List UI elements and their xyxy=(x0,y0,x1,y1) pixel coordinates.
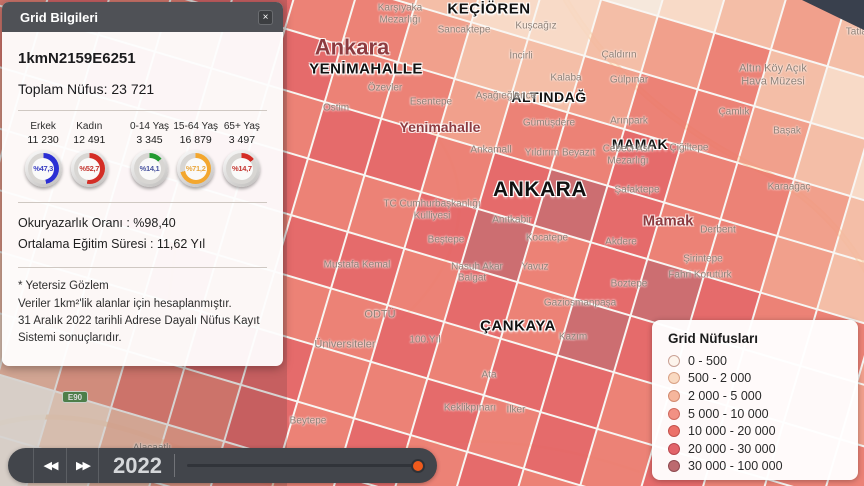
legend-items: 0 - 500 500 - 2 000 2 000 - 5 000 5 000 - 1… xyxy=(668,352,858,475)
gauge-dial: %47,3 xyxy=(24,150,62,187)
legend-item: 2 000 - 5 000 xyxy=(668,387,858,405)
education-duration: Ortalama Eğitim Süresi : 11,62 Yıl xyxy=(18,236,206,251)
legend-swatch xyxy=(668,354,680,367)
legend-item: 0 - 500 xyxy=(668,352,858,370)
panel-header: Grid Bilgileri × xyxy=(2,2,283,32)
rewind-button[interactable]: ◀◀ xyxy=(33,448,66,483)
gauge-percent: %14,7 xyxy=(230,157,253,180)
gauge-0-14-ya-: 0-14 Yaş 3 345 %14,1 xyxy=(126,121,172,187)
gauge-percent: %52,7 xyxy=(78,157,101,180)
gauge-dial: %14,1 xyxy=(131,150,168,187)
gauge-label: Kadın xyxy=(76,121,103,132)
gauge-dial: %14,7 xyxy=(223,150,261,187)
timeline-cap xyxy=(8,448,33,483)
divider xyxy=(18,267,267,269)
legend-label: 30 000 - 100 000 xyxy=(688,459,783,474)
gauge-kad-n: Kadın 12 491 %52,7 xyxy=(66,121,112,187)
legend-label: 5 000 - 10 000 xyxy=(688,406,769,421)
timeline-separator xyxy=(173,454,175,477)
legend-label: 10 000 - 20 000 xyxy=(688,424,776,439)
gauge-label: 65+ Yaş xyxy=(223,121,260,132)
fast-forward-button[interactable]: ▶▶ xyxy=(66,448,99,483)
gauge-value: 11 230 xyxy=(27,134,59,146)
grid-id: 1kmN2159E6251 xyxy=(18,50,136,67)
road-shield-e90: E90 xyxy=(62,391,88,403)
timeline-slider-handle[interactable] xyxy=(411,458,425,473)
legend-panel: Grid Nüfusları 0 - 500 500 - 2 000 2 000 -… xyxy=(652,320,858,480)
timeline-track-zone xyxy=(186,448,425,483)
legend-title: Grid Nüfusları xyxy=(668,331,759,346)
legend-swatch xyxy=(668,407,680,420)
legend-label: 500 - 2 000 xyxy=(688,371,752,386)
year-display: 2022 xyxy=(113,452,162,478)
legend-swatch xyxy=(668,460,680,473)
legend-item: 10 000 - 20 000 xyxy=(668,422,858,440)
legend-item: 30 000 - 100 000 xyxy=(668,458,858,476)
timeline-bar: ◀◀ ▶▶ 2022 xyxy=(8,448,437,483)
legend-swatch xyxy=(668,442,680,455)
gauge-dial: %71,2 xyxy=(177,150,215,187)
gauge-value: 3 497 xyxy=(228,134,256,146)
footnote-source: 31 Aralık 2022 tarihli Adrese Dayalı Nüf… xyxy=(18,314,260,344)
gauge-erkek: Erkek 11 230 %47,3 xyxy=(20,121,66,187)
gauge-value: 16 879 xyxy=(179,134,212,146)
gauge-percent: %14,1 xyxy=(138,157,161,180)
panel-title: Grid Bilgileri xyxy=(20,9,99,25)
divider xyxy=(18,110,267,111)
gauge-label: Erkek xyxy=(30,121,56,132)
gauge-label: 15-64 Yaş xyxy=(173,121,219,132)
total-population: Toplam Nüfus: 23 721 xyxy=(18,81,155,97)
legend-item: 500 - 2 000 xyxy=(668,370,858,388)
legend-item: 20 000 - 30 000 xyxy=(668,440,858,458)
gauge-value: 12 491 xyxy=(73,134,106,146)
legend-label: 20 000 - 30 000 xyxy=(688,441,776,456)
gauge-value: 3 345 xyxy=(136,134,163,146)
literacy-rate: Okuryazarlık Oranı : %98,40 xyxy=(18,216,176,230)
gauge-percent: %47,3 xyxy=(32,157,55,180)
panel-body: 1kmN2159E6251 Toplam Nüfus: 23 721 Erkek… xyxy=(2,32,283,347)
legend-swatch xyxy=(668,372,680,385)
legend-swatch xyxy=(668,425,680,438)
gauge-65-ya-: 65+ Yaş 3 497 %14,7 xyxy=(219,121,265,187)
gauge-15-64-ya-: 15-64 Yaş 16 879 %71,2 xyxy=(173,121,219,187)
gauge-percent: %71,2 xyxy=(184,157,207,180)
gauge-label: 0-14 Yaş xyxy=(129,121,170,132)
legend-swatch xyxy=(668,389,680,402)
divider xyxy=(18,202,267,203)
legend-item: 5 000 - 10 000 xyxy=(668,405,858,423)
grid-info-panel: Grid Bilgileri × 1kmN2159E6251 Toplam Nü… xyxy=(2,2,283,366)
footnote-asterisk: * Yetersiz Gözlem xyxy=(18,280,109,293)
gauge-dial: %52,7 xyxy=(70,150,108,187)
close-icon[interactable]: × xyxy=(258,9,273,25)
gauges-row: Erkek 11 230 %47,3 Kadın 12 491 %52,7 0-14 Yaş… xyxy=(18,121,267,187)
legend-label: 0 - 500 xyxy=(688,353,727,368)
footnote-method: Veriler 1km²'lik alanlar için hesaplanmı… xyxy=(18,297,232,310)
timeline-track[interactable] xyxy=(186,464,423,467)
legend-label: 2 000 - 5 000 xyxy=(688,388,762,403)
